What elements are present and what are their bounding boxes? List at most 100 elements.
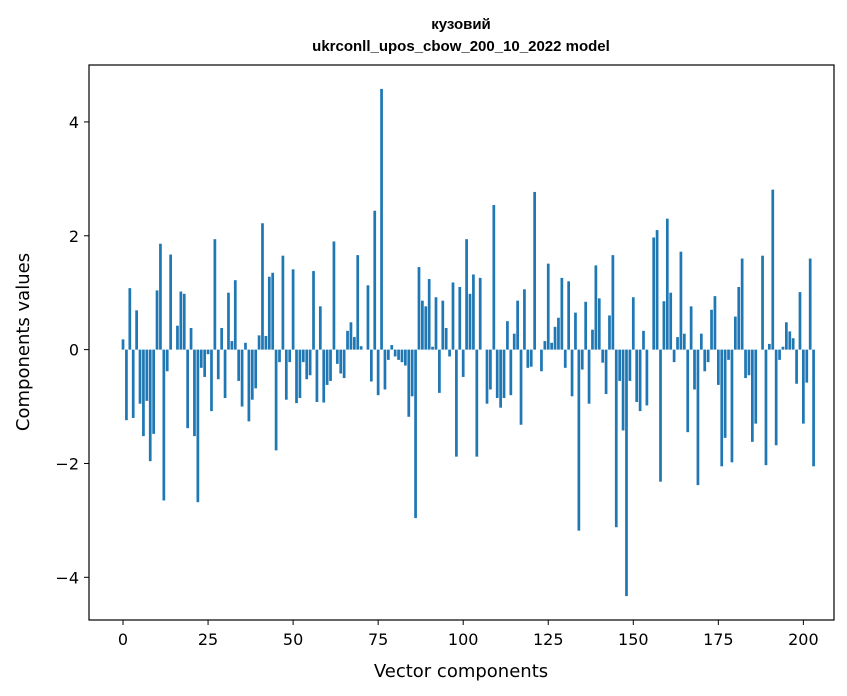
bar xyxy=(196,349,200,503)
bar xyxy=(679,251,683,350)
bar xyxy=(631,297,635,350)
bar xyxy=(512,333,516,350)
bar xyxy=(186,349,190,429)
bar xyxy=(278,349,281,363)
bar xyxy=(165,349,169,372)
x-tick-label: 50 xyxy=(283,630,303,649)
bar xyxy=(808,258,812,350)
x-axis: 0 25 50 75 100 125 150 175 200 xyxy=(118,620,819,649)
bar xyxy=(349,322,353,350)
bar xyxy=(267,276,271,350)
bar xyxy=(546,263,550,350)
bar xyxy=(451,282,455,350)
bar xyxy=(662,301,666,350)
bar xyxy=(152,349,155,434)
bar xyxy=(580,349,584,370)
bar xyxy=(553,326,557,350)
bar xyxy=(182,293,186,350)
bar xyxy=(237,349,241,381)
bar xyxy=(339,349,343,374)
bar xyxy=(342,349,346,379)
bar xyxy=(812,349,815,467)
bar xyxy=(597,298,601,350)
bar xyxy=(142,349,145,437)
bar xyxy=(193,349,196,437)
bar xyxy=(325,349,329,385)
bar xyxy=(543,341,547,350)
bar xyxy=(223,349,227,398)
bar xyxy=(509,349,513,396)
bar xyxy=(128,288,132,350)
bar xyxy=(424,306,428,350)
bar xyxy=(155,290,159,350)
bar xyxy=(723,349,727,438)
bar xyxy=(227,292,230,350)
bar xyxy=(176,325,179,350)
bar xyxy=(434,297,438,350)
bar xyxy=(761,255,764,350)
bar xyxy=(162,349,166,501)
bar xyxy=(250,349,254,400)
bar xyxy=(230,341,234,350)
bar xyxy=(261,223,264,350)
bar xyxy=(359,346,363,350)
bar xyxy=(788,331,792,350)
bar xyxy=(686,349,690,433)
bar xyxy=(506,321,509,350)
bar xyxy=(145,349,149,401)
bar xyxy=(802,349,805,424)
bar xyxy=(125,349,128,421)
bar xyxy=(332,241,336,350)
bar xyxy=(652,237,656,350)
bar xyxy=(563,349,567,368)
bar xyxy=(421,300,424,350)
bar xyxy=(805,349,809,383)
bar xyxy=(397,349,400,360)
bar xyxy=(754,349,758,424)
bar xyxy=(710,309,713,350)
bar xyxy=(169,254,172,350)
bar xyxy=(587,349,591,404)
bar xyxy=(655,230,659,350)
bar xyxy=(274,349,278,451)
x-tick-label: 175 xyxy=(703,630,734,649)
bar xyxy=(356,255,360,350)
y-tick-label: 0 xyxy=(69,341,79,360)
bar xyxy=(625,349,628,597)
bar xyxy=(179,291,183,350)
bar xyxy=(264,335,268,350)
bar xyxy=(159,243,162,350)
bar xyxy=(288,349,292,363)
bar xyxy=(703,349,707,372)
x-tick-label: 150 xyxy=(618,630,649,649)
x-tick-label: 0 xyxy=(118,630,128,649)
bar xyxy=(727,349,730,360)
bar xyxy=(448,349,451,357)
y-tick-label: 2 xyxy=(69,227,79,246)
bar xyxy=(638,349,642,412)
bar xyxy=(540,349,543,372)
bar xyxy=(689,306,693,350)
bar xyxy=(318,306,322,350)
bar xyxy=(254,349,258,389)
bar xyxy=(744,349,747,379)
bar xyxy=(441,300,445,350)
bar xyxy=(608,315,611,350)
bar xyxy=(635,349,639,402)
bar xyxy=(390,345,394,350)
y-axis: −4 −2 0 2 4 xyxy=(55,113,89,587)
bar xyxy=(373,210,377,350)
bar xyxy=(465,239,468,350)
bar xyxy=(455,349,458,457)
bar xyxy=(557,317,560,350)
bar xyxy=(584,301,588,350)
bar xyxy=(322,349,326,403)
bar xyxy=(369,349,373,382)
bar xyxy=(645,349,649,406)
bar xyxy=(393,349,397,357)
bar xyxy=(574,312,577,350)
bar xyxy=(203,349,207,377)
bar xyxy=(380,88,383,350)
plot-frame xyxy=(88,64,835,621)
